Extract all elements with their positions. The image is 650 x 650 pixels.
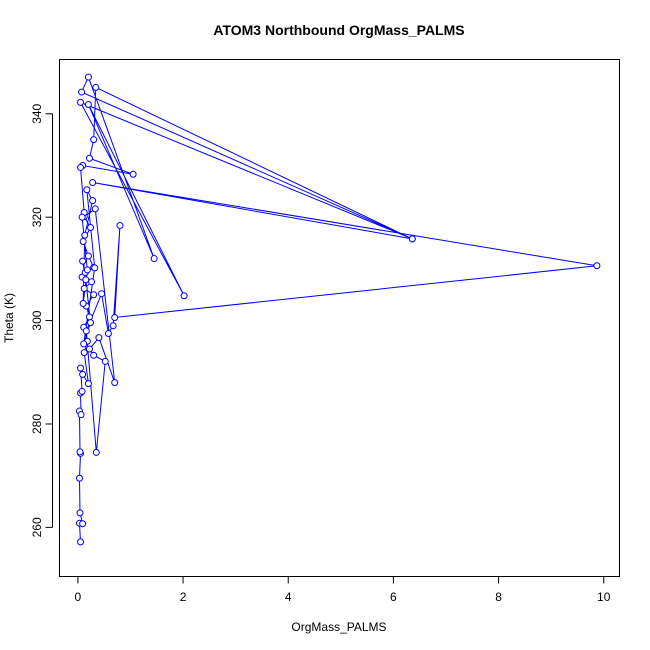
data-point bbox=[101, 357, 109, 365]
data-point bbox=[80, 285, 88, 293]
data-point bbox=[95, 334, 103, 342]
x-tick-label: 10 bbox=[597, 590, 611, 604]
y-tick-label: 340 bbox=[30, 103, 44, 123]
data-point bbox=[89, 197, 97, 205]
data-point bbox=[82, 276, 90, 284]
data-point bbox=[91, 205, 99, 213]
x-axis-label: OrgMass_PALMS bbox=[291, 620, 386, 634]
data-point bbox=[92, 448, 100, 456]
data-point bbox=[111, 379, 119, 387]
data-point bbox=[79, 237, 87, 245]
data-point bbox=[104, 330, 112, 338]
data-point bbox=[79, 370, 87, 378]
data-point bbox=[408, 235, 416, 243]
data-point bbox=[84, 73, 92, 81]
data-point bbox=[79, 520, 87, 528]
data-point bbox=[129, 170, 137, 178]
data-point bbox=[84, 252, 92, 260]
x-tick-label: 6 bbox=[390, 590, 397, 604]
data-point bbox=[80, 340, 88, 348]
data-point bbox=[77, 411, 85, 419]
data-point bbox=[83, 186, 91, 194]
y-tick-label: 300 bbox=[30, 310, 44, 330]
series-layer bbox=[75, 73, 601, 546]
data-point bbox=[98, 290, 106, 298]
data-point bbox=[82, 327, 90, 335]
data-point bbox=[90, 291, 98, 299]
data-point bbox=[75, 474, 83, 482]
data-point bbox=[109, 322, 117, 330]
data-point bbox=[111, 313, 119, 321]
data-point bbox=[77, 538, 85, 546]
y-axis: 260 280 300 320 340 bbox=[30, 103, 53, 537]
chart-title: ATOM3 Northbound OrgMass_PALMS bbox=[213, 22, 464, 38]
y-tick-label: 260 bbox=[30, 517, 44, 537]
data-point bbox=[81, 231, 89, 239]
data-point bbox=[78, 387, 86, 395]
data-point bbox=[92, 83, 100, 91]
data-point bbox=[84, 380, 92, 388]
data-point bbox=[85, 345, 93, 353]
y-tick-label: 320 bbox=[30, 207, 44, 227]
data-point bbox=[76, 448, 84, 456]
data-point bbox=[85, 154, 93, 162]
data-point bbox=[87, 224, 95, 232]
x-tick-label: 0 bbox=[75, 590, 82, 604]
data-point bbox=[180, 292, 188, 300]
data-point bbox=[80, 349, 88, 357]
data-point bbox=[85, 313, 93, 321]
y-axis-label: Theta (K) bbox=[2, 293, 16, 343]
data-point bbox=[79, 300, 87, 308]
data-point bbox=[84, 100, 92, 108]
data-point bbox=[78, 88, 86, 96]
data-point bbox=[76, 509, 84, 517]
data-point bbox=[90, 351, 98, 359]
data-point bbox=[91, 264, 99, 272]
data-point bbox=[78, 213, 86, 221]
data-point bbox=[150, 255, 158, 263]
x-axis: 0 2 4 6 8 10 bbox=[75, 576, 611, 604]
data-point bbox=[90, 136, 98, 144]
data-point bbox=[83, 266, 91, 274]
data-point bbox=[89, 179, 97, 187]
x-tick-label: 4 bbox=[285, 590, 292, 604]
data-point bbox=[79, 257, 87, 265]
data-point bbox=[87, 319, 95, 327]
data-point bbox=[593, 262, 601, 270]
data-point bbox=[77, 98, 85, 106]
y-tick-label: 280 bbox=[30, 414, 44, 434]
data-point bbox=[88, 278, 96, 286]
data-point bbox=[116, 221, 124, 229]
data-point bbox=[77, 164, 85, 172]
x-tick-label: 8 bbox=[495, 590, 502, 604]
x-tick-label: 2 bbox=[180, 590, 187, 604]
data-point bbox=[77, 364, 85, 372]
